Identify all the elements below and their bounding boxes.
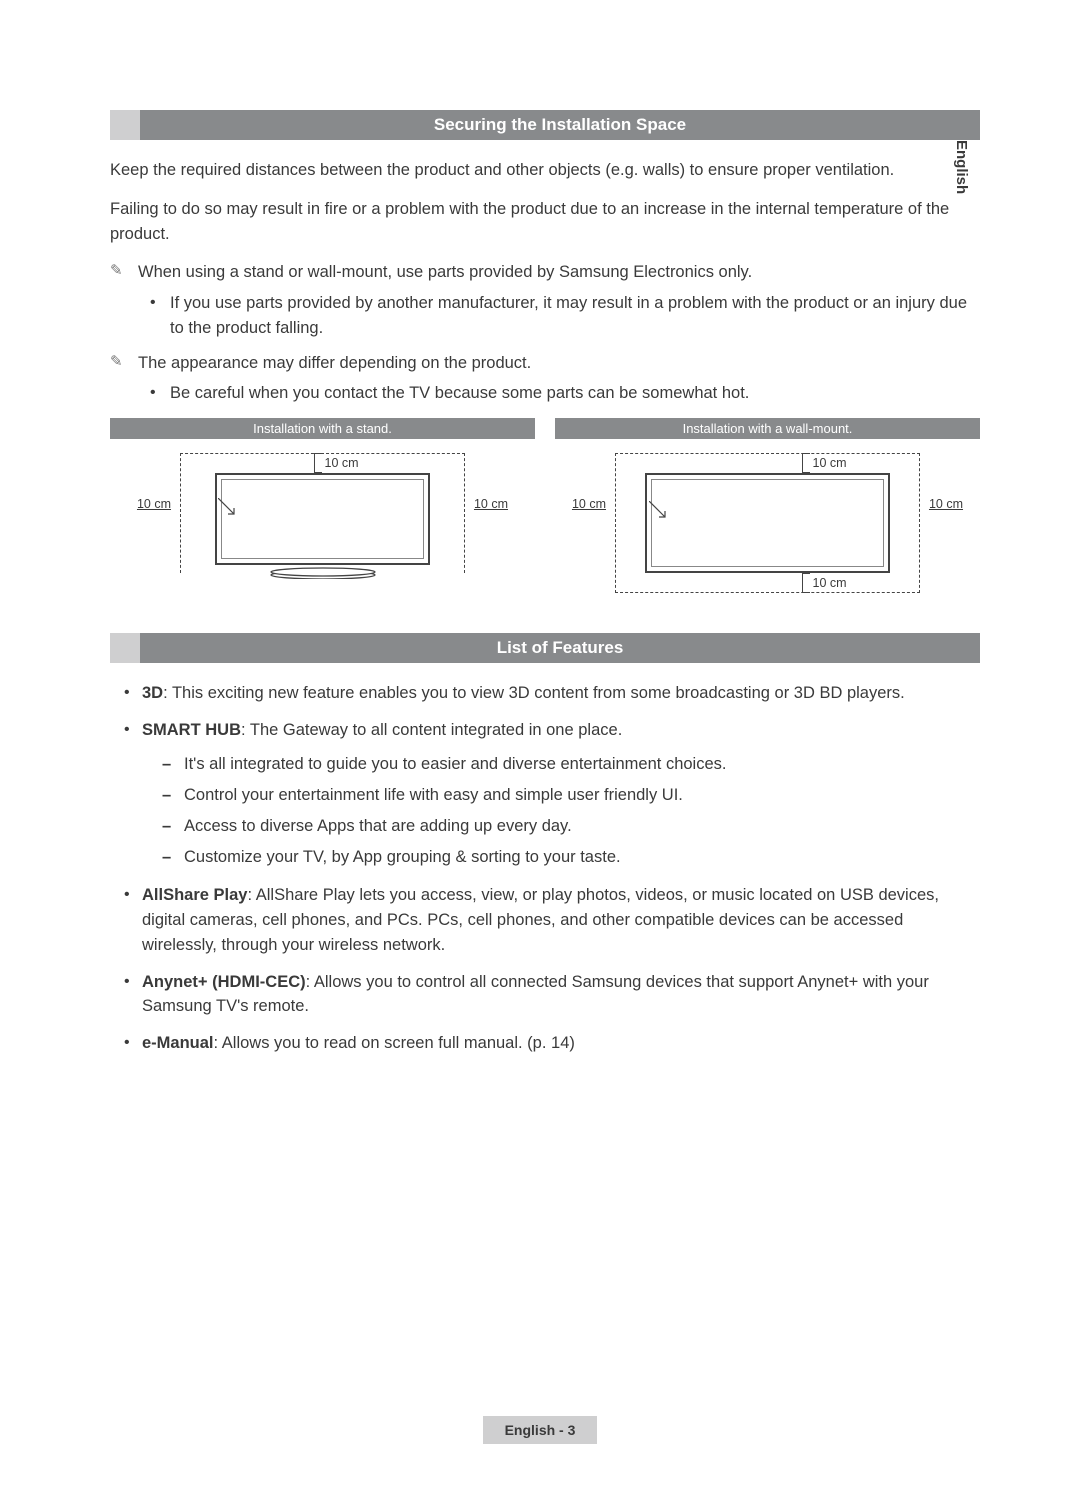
list-item: Anynet+ (HDMI-CEC): Allows you to contro… xyxy=(110,970,980,1020)
dimension-label: 10 cm xyxy=(567,497,611,511)
section-header-securing: Securing the Installation Space xyxy=(110,110,980,140)
note-icon: ✎ xyxy=(110,351,128,376)
list-item: Customize your TV, by App grouping & sor… xyxy=(162,844,980,871)
dimension-label: 10 cm xyxy=(802,573,847,593)
list-item: It's all integrated to guide you to easi… xyxy=(162,751,980,778)
language-tab: English xyxy=(953,140,970,194)
arrow-icon xyxy=(649,501,669,521)
note-row: ✎ The appearance may differ depending on… xyxy=(110,351,980,376)
note-icon: ✎ xyxy=(110,260,128,285)
tv-stand-base xyxy=(268,565,378,579)
diagram-header: Installation with a wall-mount. xyxy=(555,418,980,439)
body-paragraph: Failing to do so may result in fire or a… xyxy=(110,197,980,247)
diagram-stand: Installation with a stand. 10 cm 10 cm 1… xyxy=(110,418,535,603)
dimension-label: 10 cm xyxy=(802,453,847,473)
list-item: e-Manual: Allows you to read on screen f… xyxy=(110,1031,980,1056)
diagram-header: Installation with a stand. xyxy=(110,418,535,439)
section-header-features: List of Features xyxy=(110,633,980,663)
arrow-icon xyxy=(218,498,238,518)
feature-list: 3D: This exciting new feature enables yo… xyxy=(110,681,980,1056)
page-footer: English - 3 xyxy=(0,1416,1080,1444)
dimension-label: 10 cm xyxy=(924,497,968,511)
diagrams-row: Installation with a stand. 10 cm 10 cm 1… xyxy=(110,418,980,603)
dimension-label: 10 cm xyxy=(467,497,515,511)
dimension-label: 10 cm xyxy=(130,497,178,511)
footer-page-number: English - 3 xyxy=(483,1416,598,1444)
list-item: If you use parts provided by another man… xyxy=(150,291,980,341)
list-item: Access to diverse Apps that are adding u… xyxy=(162,813,980,840)
body-paragraph: Keep the required distances between the … xyxy=(110,158,980,183)
list-item: Be careful when you contact the TV becau… xyxy=(150,381,980,406)
list-item: AllShare Play: AllShare Play lets you ac… xyxy=(110,883,980,957)
note-text: When using a stand or wall-mount, use pa… xyxy=(138,260,752,285)
diagram-wallmount: Installation with a wall-mount. 10 cm 10… xyxy=(555,418,980,603)
note-text: The appearance may differ depending on t… xyxy=(138,351,531,376)
dimension-label: 10 cm xyxy=(313,453,358,473)
list-item: SMART HUB: The Gateway to all content in… xyxy=(110,718,980,872)
list-item: Control your entertainment life with eas… xyxy=(162,782,980,809)
note-row: ✎ When using a stand or wall-mount, use … xyxy=(110,260,980,285)
list-item: 3D: This exciting new feature enables yo… xyxy=(110,681,980,706)
